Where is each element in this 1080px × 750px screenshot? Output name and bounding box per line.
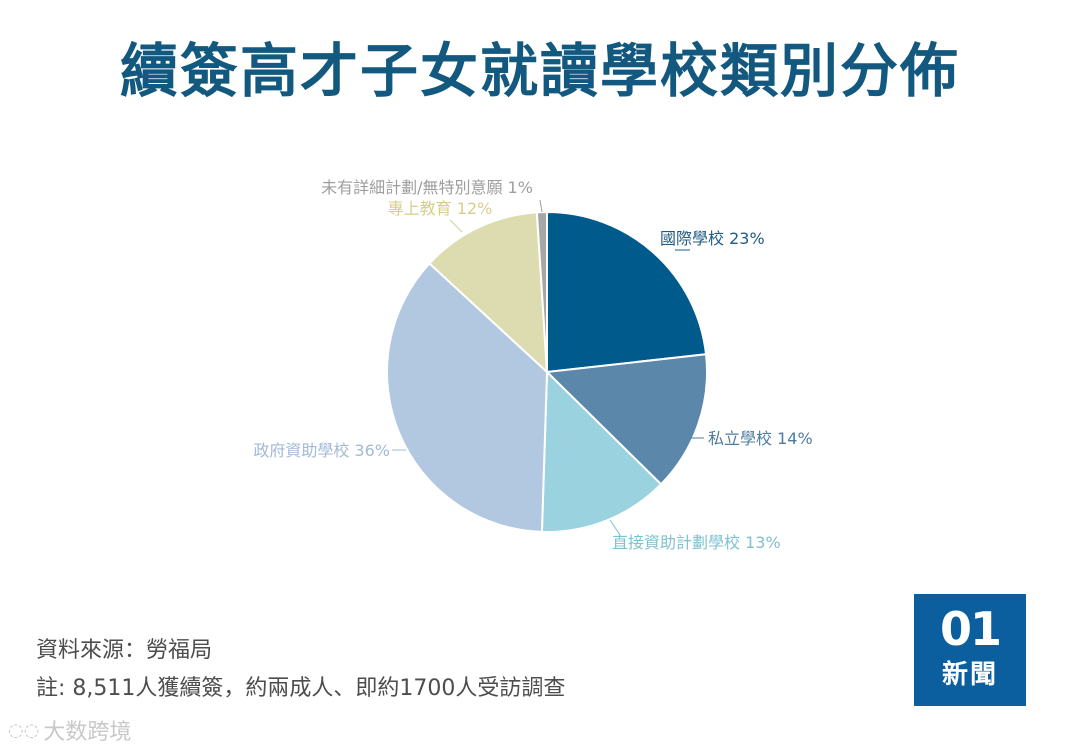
leader-line	[539, 199, 543, 213]
footnote: 註: 8,511人獲續簽，約兩成人、即約1700人受訪調查	[36, 676, 566, 701]
pie-slice	[540, 369, 663, 533]
watermark-text: 大数跨境	[43, 720, 132, 745]
footer: 資料來源：勞福局 註: 8,511人獲續簽，約兩成人、即約1700人受訪調查	[36, 632, 565, 708]
slice-label: 直接資助計劃學校 13%	[612, 533, 781, 552]
slice-label: 私立學校 14%	[708, 429, 813, 448]
pie-slice	[535, 210, 548, 373]
pie-slice	[544, 353, 708, 486]
slice-label: 未有詳細計劃/無特別意願 1%	[321, 178, 533, 197]
leader-line	[609, 519, 621, 536]
slice-label: 專上教育 12%	[388, 199, 493, 218]
hk01-logo: 01 新聞	[914, 594, 1026, 706]
chart-title: 續簽高才子女就讀學校類別分佈	[119, 37, 960, 105]
slice-label: 國際學校 23%	[660, 229, 765, 248]
logo-mark: 01	[939, 602, 1002, 656]
leader-line	[449, 219, 463, 233]
source-note: 資料來源：勞福局	[36, 638, 213, 663]
logo-word: 新聞	[941, 660, 998, 690]
pie-slice	[546, 210, 708, 374]
chat-bubble-icon: ◌◌	[8, 719, 40, 741]
slice-label: 政府資助學校 36%	[253, 441, 390, 460]
pie-slice	[428, 211, 549, 375]
pie-slice	[386, 262, 549, 533]
watermark: ◌◌ 大数跨境	[8, 714, 131, 746]
